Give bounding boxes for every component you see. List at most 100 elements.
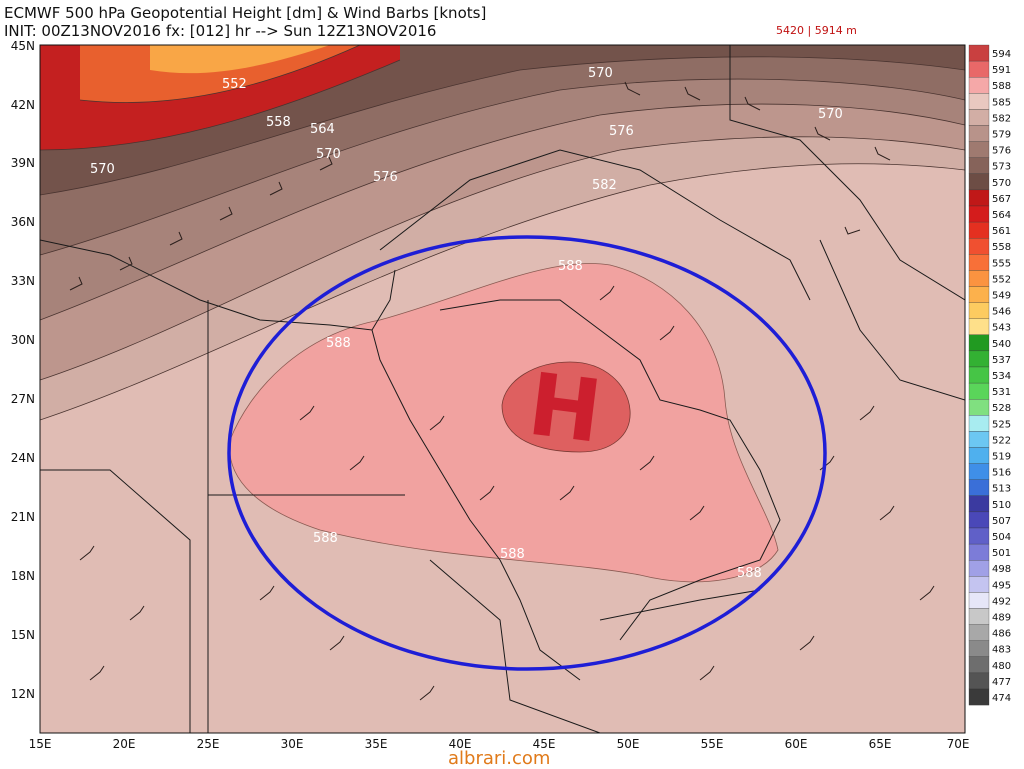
lat-label: 24N — [11, 451, 35, 465]
contour-label: 588 — [500, 547, 525, 562]
colorbar-swatch — [968, 125, 990, 142]
band-588 — [229, 263, 779, 583]
lon-label: 25E — [197, 737, 220, 751]
colorbar-swatch — [968, 334, 990, 352]
colorbar-label: 519 — [992, 452, 1011, 463]
colorbar-label: 489 — [992, 613, 1011, 624]
colorbar-label: 498 — [992, 564, 1011, 575]
colorbar-label: 564 — [992, 210, 1011, 221]
lat-label: 33N — [11, 274, 35, 288]
colorbar-swatch — [968, 560, 990, 577]
colorbar-label: 516 — [992, 468, 1011, 479]
lat-label: 42N — [11, 98, 35, 112]
colorbar-label: 474 — [992, 693, 1011, 704]
colorbar-label: 486 — [992, 629, 1011, 640]
colorbar-swatch — [968, 511, 990, 529]
colorbar-label: 492 — [992, 596, 1011, 607]
colorbar-label: 579 — [992, 130, 1011, 141]
colorbar-swatch — [968, 157, 990, 174]
colorbar-label: 537 — [992, 355, 1011, 366]
map-frame — [39, 44, 966, 734]
wind-barbs — [69, 81, 935, 701]
colorbar-swatch — [968, 576, 990, 593]
lat-label: 36N — [11, 215, 35, 229]
colorbar-swatch — [968, 672, 990, 690]
band-591 — [501, 361, 631, 453]
colorbar-swatch — [968, 77, 990, 94]
colorbar-label: 534 — [992, 371, 1011, 382]
lat-label: 30N — [11, 333, 35, 347]
colorbar-swatch — [968, 109, 990, 126]
colorbar-label: 573 — [992, 162, 1011, 173]
lon-label: 50E — [617, 737, 640, 751]
colorbar-swatch — [968, 415, 990, 432]
init-time-line: INIT: 00Z13NOV2016 fx: [012] hr --> Sun … — [4, 22, 437, 40]
colorbar-label: 558 — [992, 242, 1011, 253]
colorbar-swatch — [968, 286, 990, 303]
contour-label: 564 — [310, 122, 335, 137]
lon-axis: 15E 20E 25E 30E 35E 40E 45E 50E 55E 60E … — [29, 737, 970, 751]
colorbar-swatch — [968, 205, 990, 223]
lat-label: 18N — [11, 569, 35, 583]
colorbar-label: 546 — [992, 307, 1011, 318]
colorbar-swatch — [968, 93, 990, 110]
high-pressure-marker: H — [523, 355, 607, 463]
lat-label: 39N — [11, 156, 35, 170]
colorbar-label: 501 — [992, 548, 1011, 559]
lat-label: 27N — [11, 392, 35, 406]
contour-label: 570 — [588, 66, 613, 81]
colorbar-label: 477 — [992, 677, 1011, 688]
lat-label: 21N — [11, 510, 35, 524]
colorbar-label: 555 — [992, 258, 1011, 269]
colorbar-swatch — [968, 238, 990, 255]
colorbar-label: 507 — [992, 516, 1011, 527]
lat-label: 12N — [11, 687, 35, 701]
lat-label: 45N — [11, 39, 35, 53]
colorbar-label: 495 — [992, 580, 1011, 591]
contour-label-570-east: 570 — [818, 107, 843, 122]
contour-range-note: 5420 | 5914 m — [776, 24, 857, 37]
colorbar-swatch — [968, 189, 990, 207]
contour-label: 582 — [592, 178, 617, 193]
colorbar-swatch — [968, 302, 990, 319]
lon-label: 60E — [785, 737, 808, 751]
lat-axis: 45N 42N 39N 36N 33N 30N 27N 24N 21N 18N … — [11, 39, 35, 701]
contour-label: 558 — [266, 115, 291, 130]
lon-label: 65E — [869, 737, 892, 751]
contour-label: 588 — [313, 531, 338, 546]
colorbar-label: 504 — [992, 532, 1011, 543]
colorbar-swatch — [968, 495, 990, 513]
colorbar-label: 525 — [992, 419, 1011, 430]
colorbar-swatch — [968, 382, 990, 400]
colorbar-swatch — [968, 608, 990, 625]
colorbar-swatch — [968, 543, 990, 561]
contour-label: 570 — [316, 147, 341, 162]
coastlines-borders — [40, 45, 965, 733]
colorbar-label: 594 — [992, 49, 1011, 60]
colorbar-label: 522 — [992, 435, 1011, 446]
colorbar-swatch — [968, 431, 990, 448]
watermark-text: albrari.com — [448, 748, 551, 769]
colorbar-label: 483 — [992, 645, 1011, 656]
colorbar-label: 591 — [992, 65, 1011, 76]
colorbar-swatch — [968, 173, 990, 191]
contour-label: 576 — [373, 170, 398, 185]
colorbar-swatch — [968, 640, 990, 657]
colorbar-label: 543 — [992, 323, 1011, 334]
contour-label: 588 — [737, 566, 762, 581]
colorbar-label: 567 — [992, 194, 1011, 205]
lon-label: 30E — [281, 737, 304, 751]
lon-label: 15E — [29, 737, 52, 751]
colorbar-label: 528 — [992, 403, 1011, 414]
colorbar-label: 576 — [992, 146, 1011, 157]
colorbar-swatch — [968, 350, 990, 368]
contour-label: 576 — [609, 124, 634, 139]
contour-label: 570 — [90, 162, 115, 177]
lon-label: 20E — [113, 737, 136, 751]
lon-label: 40E — [449, 737, 472, 751]
lon-label: 70E — [947, 737, 970, 751]
chart-title: ECMWF 500 hPa Geopotential Height [dm] &… — [4, 4, 487, 22]
colorbar-swatch — [968, 447, 990, 464]
colorbar-label: 570 — [992, 178, 1011, 189]
